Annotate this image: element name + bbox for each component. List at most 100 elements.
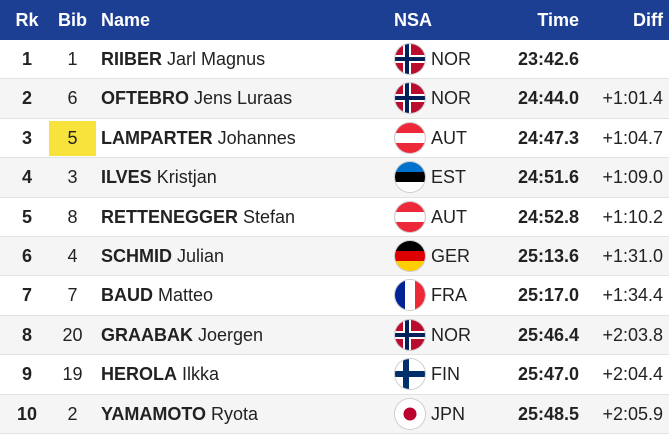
nation: AUT xyxy=(431,127,467,148)
result-row: 10 2 YAMAMOTO Ryota JPN 25:48.5 +2:05.9 xyxy=(0,394,669,434)
first-name: Jens Luraas xyxy=(194,88,293,109)
flag xyxy=(395,320,425,350)
flag xyxy=(395,44,425,74)
diff: +1:04.7 xyxy=(602,127,663,148)
bib: 6 xyxy=(67,88,78,109)
col-header: NSA xyxy=(394,10,433,30)
bib: 1 xyxy=(67,49,78,69)
nation: GER xyxy=(431,245,471,266)
last-name: SCHMID xyxy=(101,245,172,266)
diff: +2:05.9 xyxy=(602,403,663,424)
diff: +1:01.4 xyxy=(602,88,663,109)
athlete-name: LAMPARTER Johannes xyxy=(101,119,296,158)
flag xyxy=(395,162,425,192)
result-row: 2 6 OFTEBRO Jens Luraas NOR 24:44.0 +1:01.4 xyxy=(0,79,669,119)
time: 25:13.6 xyxy=(517,245,579,266)
time: 25:48.5 xyxy=(517,403,579,424)
rank: 9 xyxy=(21,364,32,385)
last-name: ILVES xyxy=(101,167,152,188)
athlete-name: SCHMID Julian xyxy=(101,237,224,276)
rank: 1 xyxy=(21,49,32,69)
flag-icon xyxy=(395,359,425,389)
nation: AUT xyxy=(431,206,467,227)
flag xyxy=(395,83,425,113)
athlete-name: HEROLA Ilkka xyxy=(101,355,219,394)
result-row: 4 3 ILVES Kristjan EST 24:51.6 +1:09.0 xyxy=(0,158,669,198)
time: 24:47.3 xyxy=(517,127,579,148)
flag xyxy=(395,399,425,429)
flag-icon xyxy=(395,202,425,232)
bib: 4 xyxy=(67,245,78,266)
flag-icon xyxy=(395,162,425,192)
result-row: 6 4 SCHMID Julian GER 25:13.6 +1:31.0 xyxy=(0,236,669,277)
col-header: Rk xyxy=(15,10,39,30)
header-row: Rk Bib Name NSA Time Diff xyxy=(0,0,669,40)
first-name: Johannes xyxy=(217,127,296,148)
last-name: LAMPARTER xyxy=(101,127,213,148)
athlete-name: RETTENEGGER Stefan xyxy=(101,198,295,237)
first-name: Matteo xyxy=(158,285,214,306)
diff: +2:03.8 xyxy=(602,324,663,345)
time: 24:44.0 xyxy=(517,88,579,109)
rank: 8 xyxy=(21,324,32,345)
first-name: Jarl Magnus xyxy=(167,49,266,69)
time: 25:17.0 xyxy=(517,285,579,306)
bib: 5 xyxy=(49,120,96,156)
flag-icon xyxy=(395,280,425,310)
bib: 19 xyxy=(62,364,83,385)
nation: JPN xyxy=(431,403,466,424)
result-row: 9 19 HEROLA Ilkka FIN 25:47.0 +2:04.4 xyxy=(0,355,669,395)
time: 24:52.8 xyxy=(517,206,579,227)
rows: 1 1 RIIBER Jarl Magnus NOR 23:42.6 2 6 OFTEBRO … xyxy=(0,40,669,434)
last-name: RETTENEGGER xyxy=(101,206,239,227)
nation: NOR xyxy=(431,324,471,345)
result-row: 8 20 GRAABAK Joergen NOR 25:46.4 +2:03.8 xyxy=(0,315,669,356)
flag xyxy=(395,123,425,153)
flag xyxy=(395,241,425,271)
diff: +1:10.2 xyxy=(602,206,663,227)
last-name: YAMAMOTO xyxy=(101,403,207,424)
result-row: 3 5 LAMPARTER Johannes AUT 24:47.3 +1:04.7 xyxy=(0,119,669,159)
first-name: Joergen xyxy=(198,324,264,345)
rank: 3 xyxy=(21,127,32,148)
first-name: Ryota xyxy=(211,403,259,424)
flag-icon xyxy=(395,320,425,350)
result-row: 1 1 RIIBER Jarl Magnus NOR 23:42.6 xyxy=(0,40,669,80)
col-header: Time xyxy=(537,10,579,30)
col-header: Diff xyxy=(633,10,663,30)
rank: 5 xyxy=(21,206,32,227)
athlete-name: GRAABAK Joergen xyxy=(101,316,263,355)
flag-icon xyxy=(395,123,425,153)
nation: EST xyxy=(431,167,467,188)
col-header: Name xyxy=(101,10,151,30)
flag-icon xyxy=(395,399,425,429)
time: 24:51.6 xyxy=(517,167,579,188)
athlete-name: RIIBER Jarl Magnus xyxy=(101,40,265,79)
time: 25:47.0 xyxy=(517,364,579,385)
last-name: RIIBER xyxy=(101,49,163,69)
athlete-name: BAUD Matteo xyxy=(101,276,213,315)
athlete-name: YAMAMOTO Ryota xyxy=(101,395,258,434)
flag xyxy=(395,202,425,232)
time: 25:46.4 xyxy=(517,324,579,345)
last-name: HEROLA xyxy=(101,364,177,385)
first-name: Kristjan xyxy=(156,167,217,188)
flag-icon xyxy=(395,83,425,113)
bib: 8 xyxy=(67,206,78,227)
diff: +1:31.0 xyxy=(602,245,663,266)
flag xyxy=(395,280,425,310)
col-header: Bib xyxy=(58,10,87,30)
bib: 7 xyxy=(67,285,78,306)
rank: 10 xyxy=(16,403,38,424)
bib: 2 xyxy=(67,403,78,424)
nation: NOR xyxy=(431,49,471,69)
result-row: 5 8 RETTENEGGER Stefan AUT 24:52.8 +1:10.2 xyxy=(0,198,669,237)
athlete-name: ILVES Kristjan xyxy=(101,158,217,197)
bib: 20 xyxy=(62,324,83,345)
nation: FIN xyxy=(431,364,460,385)
nation: FRA xyxy=(431,285,467,306)
first-name: Ilkka xyxy=(182,364,220,385)
last-name: OFTEBRO xyxy=(101,88,189,109)
flag-icon xyxy=(395,241,425,271)
